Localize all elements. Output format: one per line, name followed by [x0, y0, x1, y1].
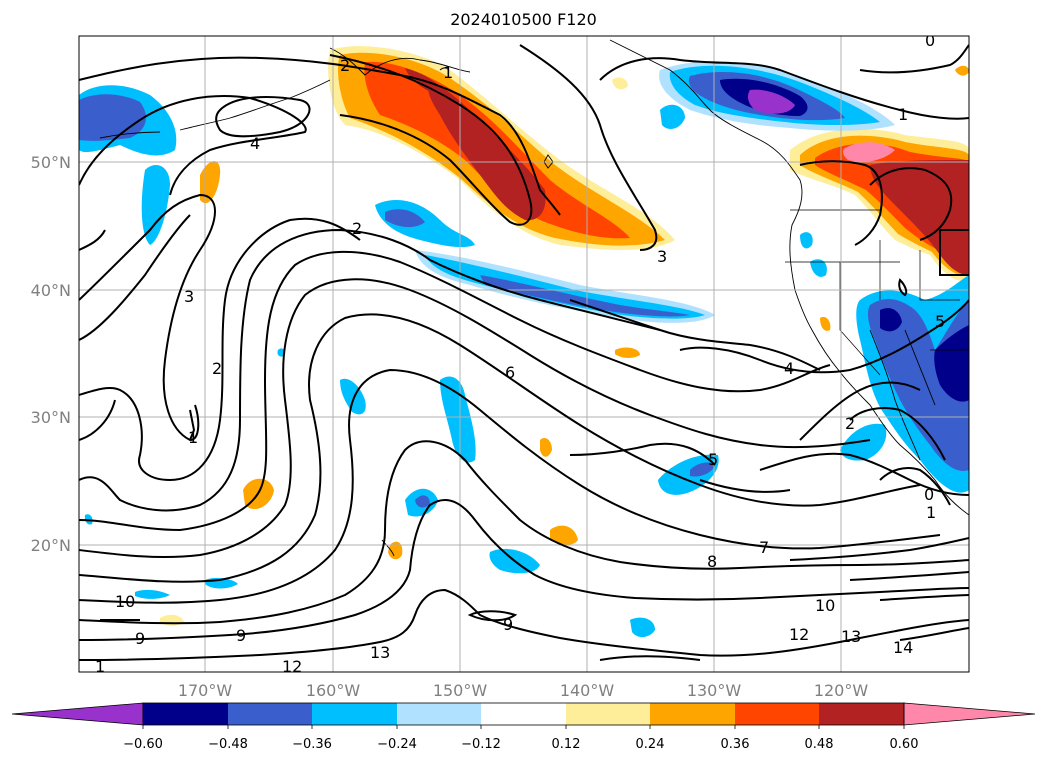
- contour-label: 10: [115, 592, 135, 611]
- colorbar-tick-label: 0.60: [890, 737, 919, 752]
- positive-anomaly-gulf-alaska: [328, 46, 675, 250]
- colorbar-tick-label: −0.48: [208, 737, 248, 752]
- contour-label: 5: [935, 312, 945, 331]
- lat-label-20n: 20°N: [31, 536, 71, 555]
- contour-label: 3: [184, 287, 194, 306]
- colorbar-tick-label: 0.24: [636, 737, 665, 752]
- lat-label-50n: 50°N: [31, 153, 71, 172]
- contour-label: 9: [135, 629, 145, 648]
- map-title: 2024010500 F120: [450, 10, 597, 29]
- longitude-labels: 170°W 160°W 150°W 140°W 130°W 120°W: [178, 681, 869, 700]
- contour-label: 7: [759, 538, 769, 557]
- contour-label: 2: [212, 359, 222, 378]
- colorbar-extend-low: [11, 702, 144, 726]
- contour-label: 5: [708, 450, 718, 469]
- contour-label: 8: [707, 552, 717, 571]
- lon-label-170w: 170°W: [178, 681, 233, 700]
- lon-label-120w: 120°W: [814, 681, 869, 700]
- contour-label: 3: [657, 247, 667, 266]
- colorbar-swatch: [566, 703, 650, 725]
- contour-label: 12: [789, 625, 809, 644]
- contour-label: 1: [898, 105, 908, 124]
- contour-label: 2: [845, 414, 855, 433]
- contour-lines: [79, 44, 969, 661]
- lat-label-30n: 30°N: [31, 408, 71, 427]
- colorbar-swatch: [228, 703, 312, 725]
- contour-label: 0: [924, 485, 934, 504]
- positive-anomaly-small-blobs: [160, 65, 969, 626]
- contour-label: 2: [352, 219, 362, 238]
- colorbar-swatch: [735, 703, 819, 725]
- contour-labels: 0 2 1 4 1 2 3 3 2 1 6 4 5 7 8 10 10 9 9 …: [95, 31, 945, 676]
- lon-label-130w: 130°W: [687, 681, 742, 700]
- colorbar-tick-label: −0.36: [292, 737, 332, 752]
- contour-label: 1: [443, 63, 453, 82]
- contour-label: 9: [503, 615, 513, 634]
- colorbar-tick-label: −0.24: [377, 737, 417, 752]
- contour-label: 4: [784, 359, 794, 378]
- colorbar-tick-label: −0.60: [123, 737, 163, 752]
- lon-label-160w: 160°W: [306, 681, 361, 700]
- contour-label: 9: [236, 626, 246, 645]
- latitude-labels: 50°N 40°N 30°N 20°N: [31, 153, 71, 555]
- contour-label: 2: [340, 56, 350, 75]
- contour-label: 13: [370, 643, 390, 662]
- colorbar-swatch: [481, 703, 566, 725]
- colorbar-tick-label: 0.12: [552, 737, 581, 752]
- contour-label: 1: [188, 428, 198, 447]
- contour-label: 4: [250, 134, 260, 153]
- lon-label-140w: 140°W: [560, 681, 615, 700]
- lat-label-40n: 40°N: [31, 281, 71, 300]
- colorbar-tick-label: −0.12: [461, 737, 501, 752]
- contour-label: 12: [282, 657, 302, 676]
- map-layers: 0 2 1 4 1 2 3 3 2 1 6 4 5 7 8 10 10 9 9 …: [79, 31, 969, 676]
- colorbar-swatch: [650, 703, 735, 725]
- colorbar: −0.60 −0.48 −0.36 −0.24 −0.12 0.12 0.24 …: [11, 702, 1036, 752]
- colorbar-swatch: [312, 703, 397, 725]
- map-frame: [78, 35, 970, 673]
- colorbar-tick-label: 0.36: [721, 737, 750, 752]
- contour-label: 14: [893, 638, 913, 657]
- contour-label: 1: [95, 657, 105, 676]
- contour-label: 6: [505, 363, 515, 382]
- colorbar-outline: [142, 702, 905, 726]
- colorbar-ticks: [142, 725, 905, 729]
- colorbar-extend-high: [903, 702, 1036, 726]
- contour-label: 10: [815, 596, 835, 615]
- contour-label: 0: [925, 31, 935, 50]
- colorbar-swatch: [397, 703, 481, 725]
- contour-label: 13: [841, 627, 861, 646]
- colorbar-swatch: [819, 703, 904, 725]
- colorbar-tick-labels: −0.60 −0.48 −0.36 −0.24 −0.12 0.12 0.24 …: [123, 737, 918, 752]
- lon-label-150w: 150°W: [433, 681, 488, 700]
- colorbar-swatch: [143, 703, 228, 725]
- colorbar-tick-label: 0.48: [805, 737, 834, 752]
- negative-anomaly-regions: [79, 61, 969, 638]
- contour-label: 1: [926, 503, 936, 522]
